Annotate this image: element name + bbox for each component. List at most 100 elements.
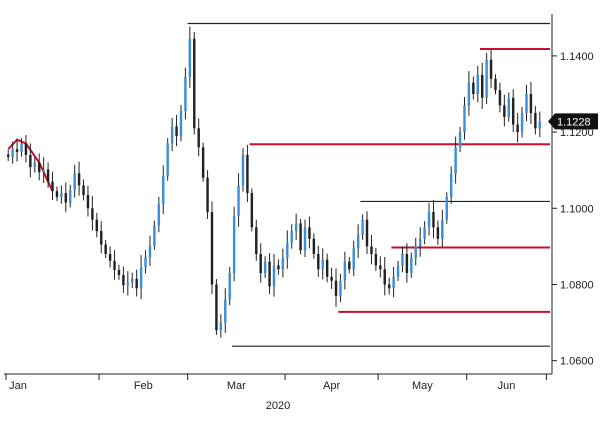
candle-up: [392, 276, 395, 289]
candle-down: [374, 254, 378, 266]
candle-down: [494, 78, 497, 91]
candle-down: [365, 219, 369, 247]
candle-down: [210, 212, 214, 285]
candle-up: [343, 261, 347, 281]
y-tick-label: 1.0600: [560, 356, 594, 368]
candle-down: [104, 244, 107, 254]
candle-down: [108, 254, 112, 261]
candle-down: [370, 246, 373, 254]
candle-down: [432, 212, 435, 228]
candle-down: [277, 265, 280, 270]
y-tick-label: 1.0800: [560, 279, 594, 291]
x-tick-label: May: [412, 380, 433, 392]
candle-down: [405, 254, 409, 274]
candle-up: [454, 147, 457, 174]
candle-down: [312, 238, 316, 254]
candle-up: [467, 82, 471, 106]
candle-up: [166, 143, 169, 176]
candle-down: [480, 74, 484, 98]
candle-up: [42, 169, 45, 173]
candle-down: [122, 274, 125, 286]
candle-up: [361, 219, 364, 235]
candle-up: [525, 94, 528, 114]
y-axis-ticks: 1.0600 1.0800 1.1000 1.1200 1.1400: [552, 51, 594, 368]
x-tick-label: Feb: [134, 380, 153, 392]
candle-down: [15, 149, 19, 152]
x-axis-ticks: Jan Feb Mar Apr May Jun: [5, 374, 547, 392]
candle-up: [69, 190, 72, 203]
candle-up: [449, 174, 453, 197]
candle-down: [255, 227, 258, 254]
candle-up: [228, 273, 231, 300]
candle-down: [193, 38, 196, 129]
candle-up: [73, 173, 76, 190]
candle-up: [272, 265, 276, 287]
last-price-tag: 1.1228: [548, 113, 598, 130]
candle-up: [294, 223, 298, 232]
candle-up: [232, 215, 236, 274]
candle-down: [511, 97, 515, 125]
candle-down: [246, 154, 249, 194]
candle-up: [410, 257, 413, 274]
candle-up: [241, 154, 245, 186]
candle-down: [308, 227, 311, 239]
candle-down: [436, 227, 440, 239]
last-price-label: 1.1228: [557, 116, 591, 128]
candle-down: [175, 126, 178, 136]
y-axis: 1.0600 1.0800 1.1000 1.1200 1.1400: [551, 14, 594, 374]
x-tick-label: Jun: [498, 380, 516, 392]
candle-up: [170, 126, 174, 144]
candle-up: [538, 121, 542, 129]
candle-up: [237, 185, 240, 216]
candle-down: [472, 82, 475, 94]
candle-up: [184, 76, 187, 112]
candle-down: [55, 191, 59, 197]
candle-up: [11, 149, 14, 157]
candle-down: [348, 261, 351, 270]
candle-up: [224, 299, 227, 323]
candle-down: [215, 284, 218, 331]
candle-down: [86, 194, 90, 209]
candle-down: [379, 265, 382, 270]
candle-down: [325, 259, 329, 277]
candle-down: [529, 94, 533, 114]
x-tick-label: Mar: [227, 380, 246, 392]
candle-down: [516, 124, 519, 133]
candle-down: [77, 173, 81, 186]
candle-up: [153, 225, 156, 246]
candle-down: [6, 154, 10, 157]
y-tick-label: 1.1400: [560, 51, 594, 63]
candle-up: [179, 111, 183, 136]
candle-down: [38, 162, 41, 173]
support-resistance-levels: [187, 22, 550, 347]
candle-up: [148, 245, 152, 258]
candle-up: [463, 105, 466, 133]
candle-down: [334, 280, 338, 296]
candle-up: [485, 59, 488, 98]
candle-up: [396, 265, 400, 277]
candle-down: [197, 128, 200, 148]
candle-down: [206, 177, 209, 213]
candle-down: [95, 219, 99, 232]
candle-down: [498, 90, 502, 106]
candle-down: [330, 276, 333, 281]
candle-up: [157, 204, 161, 226]
candle-up: [401, 254, 404, 266]
candle-up: [356, 234, 360, 249]
candle-up: [321, 259, 324, 270]
candle-down: [64, 193, 68, 203]
candle-down: [29, 154, 32, 168]
candle-down: [46, 169, 50, 182]
candle-up: [263, 261, 267, 274]
candle-down: [387, 284, 391, 289]
y-tick-label: 1.1200: [560, 127, 594, 139]
candle-down: [100, 231, 103, 245]
candle-up: [219, 322, 223, 331]
x-axis-year-label: 2020: [266, 400, 290, 412]
candle-down: [250, 193, 254, 228]
candle-up: [423, 227, 426, 239]
candle-down: [91, 208, 94, 220]
y-tick-label: 1.1000: [560, 203, 594, 215]
candle-up: [281, 257, 285, 270]
